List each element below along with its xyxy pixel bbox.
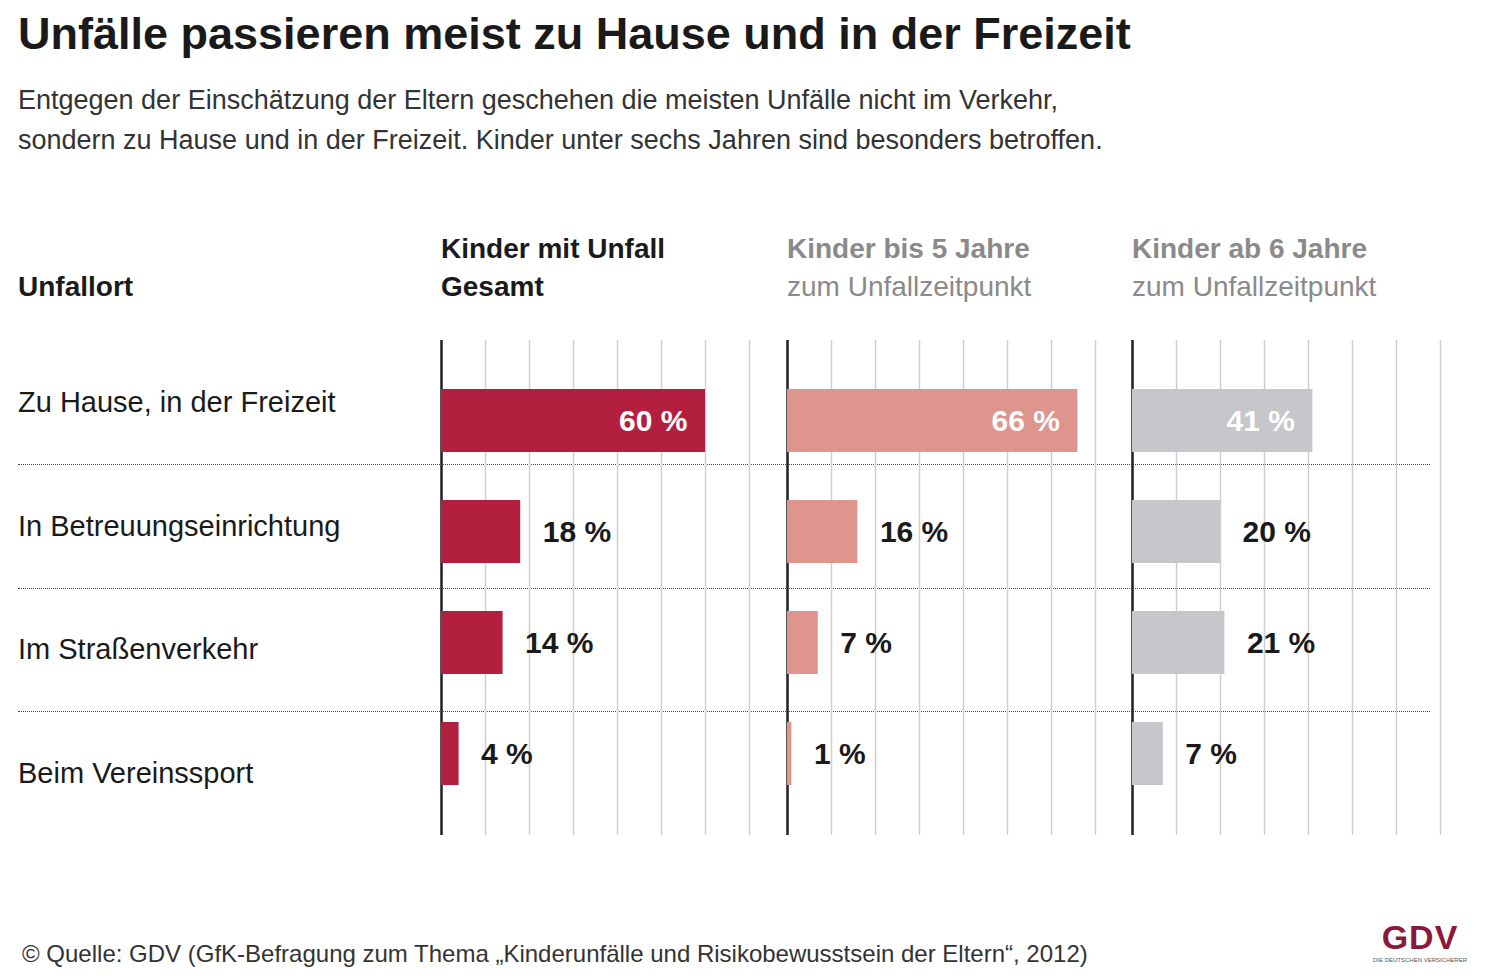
svg-text:41 %: 41 % [1227,404,1295,437]
html-text:GDV: GDV [1381,918,1459,956]
html-text:Kinder ab 6 Jahre: Kinder ab 6 Jahre [1132,233,1367,264]
html-text:Kinder mit Unfall Gesamt: Kinder mit Unfall Gesamt [441,233,665,302]
svg-text:7 %: 7 % [840,626,892,659]
svg-text:20 %: 20 % [1243,515,1311,548]
html-text:Im Straßenverkehr: Im Straßenverkehr [18,632,259,665]
html-text:zum Unfallzeitpunkt: zum Unfallzeitpunkt [1132,271,1377,302]
html-text:Unfallort: Unfallort [18,271,134,302]
svg-text:1 %: 1 % [814,737,866,770]
svg-text:7 %: 7 % [1185,737,1237,770]
html-text:© Quelle: GDV (GfK-Befragung z: © Quelle: GDV (GfK-Befragung zum Thema „… [22,940,1088,967]
svg-text:4 %: 4 % [481,737,533,770]
html-text:In Betreuungseinrichtung: In Betreuungseinrichtung [18,509,341,542]
svg-text:60 %: 60 % [619,404,687,437]
svg-text:66 %: 66 % [992,404,1060,437]
html-text:Entgegen der Einschätzung der: Entgegen der Einschätzung der Eltern ges… [18,85,1103,155]
html-text:zum Unfallzeitpunkt: zum Unfallzeitpunkt [787,271,1032,302]
html-text:Unfälle passieren meist zu Hau: Unfälle passieren meist zu Hause und in … [18,8,1131,59]
svg-text:18 %: 18 % [543,515,611,548]
html-text:Zu Hause, in der Freizeit: Zu Hause, in der Freizeit [18,385,336,418]
svg-text:21 %: 21 % [1247,626,1315,659]
svg-text:16 %: 16 % [880,515,948,548]
svg-text:14 %: 14 % [525,626,593,659]
html-text:Beim Vereinssport: Beim Vereinssport [18,756,254,789]
html-text:DIE DEUTSCHEN VERSICHERER: DIE DEUTSCHEN VERSICHERER [1373,957,1467,963]
html-text:Kinder bis 5 Jahre: Kinder bis 5 Jahre [787,233,1030,264]
